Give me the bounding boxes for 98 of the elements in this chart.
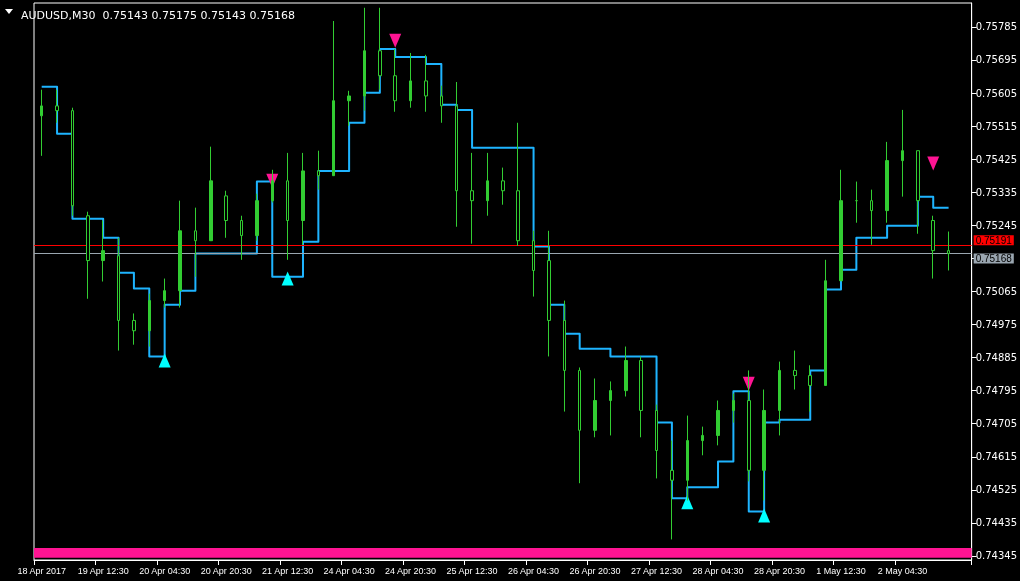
- candlestick: [317, 150, 320, 191]
- candlestick: [593, 378, 597, 438]
- x-tick-label: 2 May 04:30: [877, 565, 928, 576]
- y-tick-label: 0.75335: [975, 186, 1018, 198]
- y-tick-label: 0.74885: [975, 352, 1018, 364]
- point: [758, 508, 771, 523]
- candlestick: [870, 189, 873, 246]
- y-tick-label: 0.74795: [975, 385, 1018, 397]
- x-tick-label: 28 Apr 20:30: [753, 565, 806, 576]
- y-tick-label: 0.75695: [975, 54, 1018, 66]
- point: [389, 33, 402, 48]
- candlestick: [332, 20, 335, 177]
- candlestick: [409, 52, 412, 109]
- y-tick-label: 0.74345: [975, 550, 1018, 562]
- candlestick: [808, 364, 812, 413]
- x-tick-label: 24 Apr 20:30: [385, 565, 437, 576]
- y-tick-label: 0.75245: [975, 219, 1018, 231]
- candlestick: [440, 85, 443, 124]
- y-tick-label: 0.74705: [975, 418, 1018, 430]
- x-tick-label: 18 Apr 2017: [17, 565, 66, 576]
- candlestick: [501, 167, 505, 206]
- candlestick: [855, 181, 858, 224]
- candlestick: [132, 312, 136, 346]
- y-tick-label: 0.75515: [975, 120, 1018, 132]
- candlestick: [609, 380, 612, 436]
- y-tick-label: 0.75785: [975, 21, 1018, 33]
- candlestick: [624, 346, 628, 397]
- candlestick: [670, 440, 674, 540]
- candlestick: [532, 230, 535, 298]
- candlestick: [101, 220, 105, 282]
- candlestick: [901, 109, 904, 198]
- candlestick: [163, 278, 166, 309]
- y-tick-label: 0.75605: [975, 87, 1018, 99]
- candlestick: [455, 81, 458, 228]
- candlestick: [470, 152, 474, 245]
- candlestick: [778, 361, 781, 436]
- candlestick: [732, 393, 735, 424]
- candlestick: [578, 366, 581, 484]
- candlestick: [148, 293, 151, 348]
- candlestick: [55, 89, 59, 124]
- candlestick: [885, 141, 889, 224]
- candlestick: [655, 404, 658, 479]
- x-tick-label: 19 Apr 12:30: [77, 565, 129, 576]
- x-tick-label: 1 May 12:30: [816, 565, 866, 576]
- candlestick: [424, 54, 428, 113]
- candlestick: [793, 350, 797, 391]
- x-tick-label: 20 Apr 20:30: [200, 565, 252, 576]
- candlestick: [393, 48, 397, 113]
- candlestick: [286, 152, 289, 261]
- candlestick: [224, 190, 228, 239]
- candlestick: [516, 122, 520, 247]
- candlestick: [255, 193, 259, 242]
- point: [927, 156, 940, 171]
- candlestick: [916, 150, 920, 235]
- x-tick-label: 27 Apr 12:30: [631, 565, 683, 576]
- ref-line-label: 0.75168: [975, 253, 1013, 265]
- point: [681, 495, 694, 510]
- candlestick: [347, 90, 351, 127]
- text: AUDUSD,M30 0.75143 0.75175 0.75143 0.75168: [21, 9, 295, 22]
- candlestick: [563, 300, 566, 413]
- candlestick: [947, 231, 950, 271]
- candlestick: [839, 169, 843, 282]
- candlestick: [194, 207, 197, 278]
- y-tick-label: 0.75425: [975, 153, 1018, 165]
- candlestick: [762, 389, 766, 501]
- candlestick: [824, 259, 827, 386]
- candlestick: [931, 215, 935, 280]
- candlestick: [178, 200, 182, 309]
- x-tick-label: 25 Apr 12:30: [446, 565, 498, 576]
- candlestick: [301, 152, 305, 246]
- point: [158, 353, 171, 368]
- point: [281, 271, 294, 286]
- y-tick-label: 0.75065: [975, 285, 1018, 297]
- candlestick: [378, 7, 382, 91]
- x-tick-label: 26 Apr 20:30: [569, 565, 621, 576]
- candlestick: [363, 7, 366, 112]
- candlestick: [639, 355, 643, 438]
- x-tick-label: 26 Apr 04:30: [508, 565, 560, 576]
- y-tick-label: 0.74975: [975, 318, 1018, 330]
- candlestick: [686, 415, 689, 501]
- candlestick: [71, 107, 74, 217]
- y-tick-label: 0.74525: [975, 484, 1018, 496]
- candlestick: [240, 215, 243, 261]
- candlestick: [209, 146, 213, 242]
- candlestick: [40, 89, 43, 157]
- x-tick-label: 28 Apr 04:30: [692, 565, 744, 576]
- candlestick: [716, 400, 720, 446]
- candlestick: [486, 152, 489, 217]
- candlestick: [547, 230, 551, 357]
- y-tick-label: 0.74615: [975, 451, 1018, 463]
- y-tick-label: 0.74435: [975, 517, 1018, 529]
- x-tick-label: 24 Apr 04:30: [323, 565, 375, 576]
- candlestick: [701, 426, 704, 456]
- candlestick: [86, 211, 90, 300]
- x-tick-label: 20 Apr 04:30: [139, 565, 191, 576]
- x-tick-label: 21 Apr 12:30: [262, 565, 314, 576]
- ref-line-label: 0.75191: [975, 234, 1013, 246]
- candlestick: [117, 237, 120, 352]
